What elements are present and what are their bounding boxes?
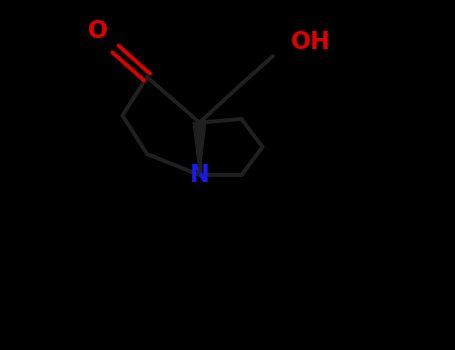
- Text: N: N: [190, 163, 209, 187]
- Polygon shape: [193, 122, 206, 175]
- Text: OH: OH: [290, 30, 330, 54]
- Text: O: O: [88, 20, 108, 43]
